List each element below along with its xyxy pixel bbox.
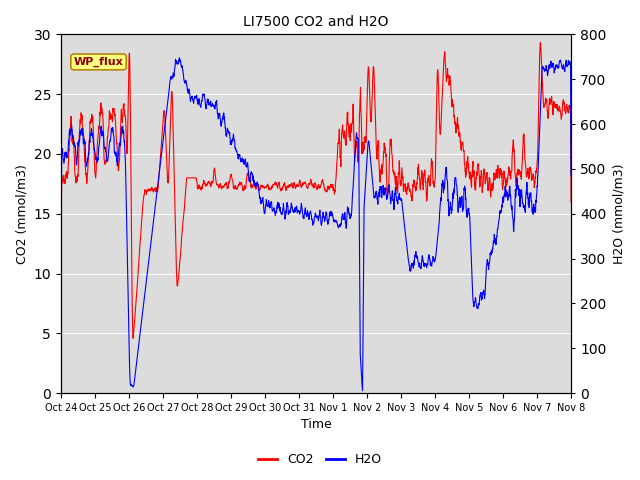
H2O (305, 215, 313, 220)
H2O (57, 274, 65, 279)
CO2 (129, 336, 137, 341)
Y-axis label: H2O (mmol/m3): H2O (mmol/m3) (612, 164, 625, 264)
H2O (553, 64, 561, 70)
H2O (83, 161, 91, 167)
CO2 (459, 139, 467, 145)
Title: LI7500 CO2 and H2O: LI7500 CO2 and H2O (243, 15, 388, 29)
CO2 (292, 185, 300, 191)
H2O (292, 206, 300, 212)
CO2 (83, 179, 91, 184)
H2O (567, 173, 575, 179)
Line: CO2: CO2 (61, 43, 571, 338)
H2O (553, 64, 561, 70)
CO2 (57, 279, 65, 285)
H2O (175, 55, 183, 60)
CO2 (536, 40, 544, 46)
CO2 (553, 105, 561, 111)
CO2 (553, 106, 561, 111)
Legend: CO2, H2O: CO2, H2O (253, 448, 387, 471)
Text: WP_flux: WP_flux (74, 57, 124, 67)
X-axis label: Time: Time (301, 419, 332, 432)
CO2 (567, 199, 575, 205)
Line: H2O: H2O (61, 58, 571, 391)
Y-axis label: CO2 (mmol/m3): CO2 (mmol/m3) (15, 164, 28, 264)
H2O (460, 205, 467, 211)
H2O (358, 388, 366, 394)
CO2 (305, 180, 313, 186)
